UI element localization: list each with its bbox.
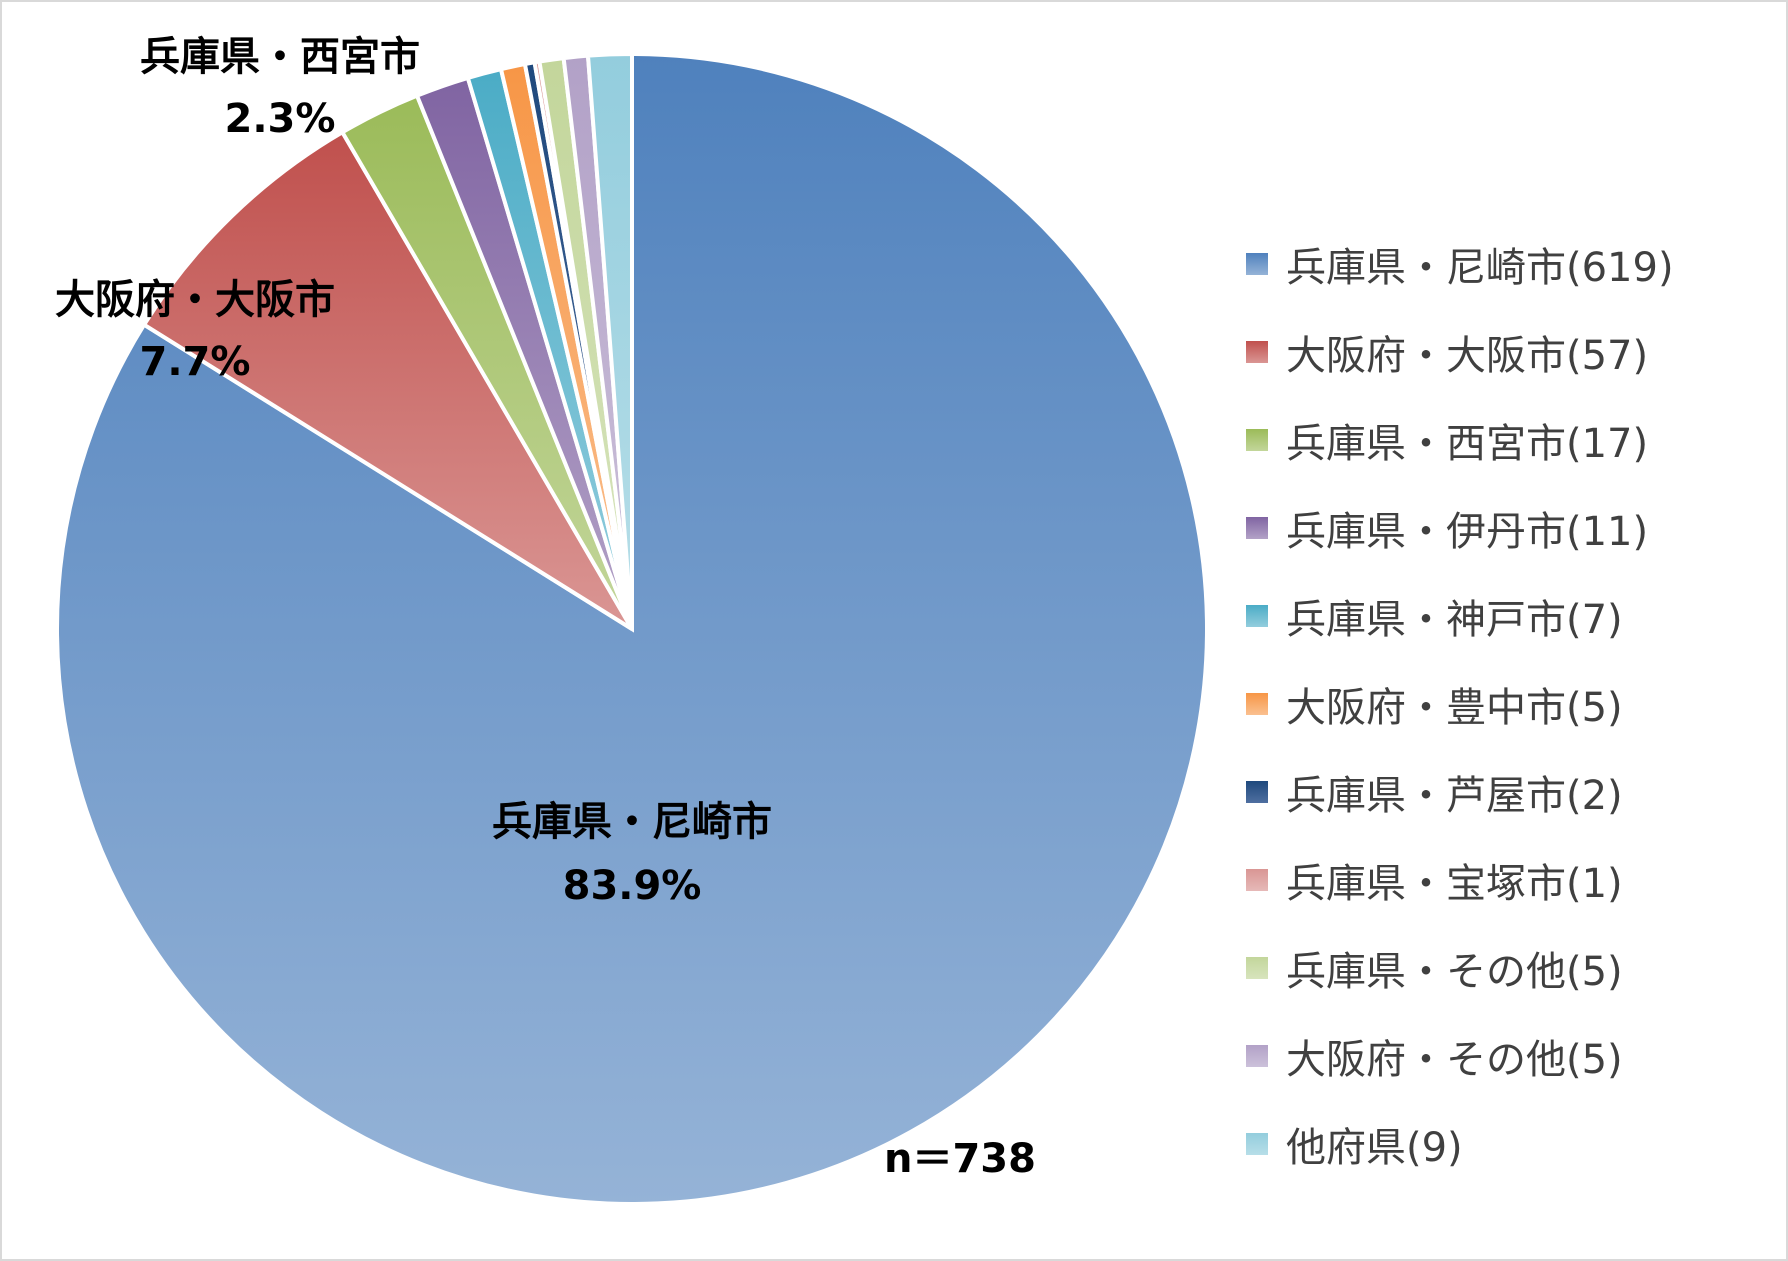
slice-label-name-0: 兵庫県・尼崎市 (492, 799, 772, 845)
legend-label: 大阪府・その他(5) (1286, 1037, 1623, 1083)
legend-label: 大阪府・豊中市(5) (1286, 685, 1623, 731)
legend-swatch (1246, 869, 1268, 891)
slice-label-percent-1: 7.7% (140, 339, 251, 385)
sample-size-label: n＝738 (884, 1136, 1036, 1182)
legend-label: 兵庫県・その他(5) (1286, 949, 1623, 995)
pie-slices (55, 51, 1209, 1206)
legend-swatch (1246, 693, 1268, 715)
legend-item: 大阪府・その他(5) (1246, 1012, 1674, 1100)
slice-label-percent-0: 83.9% (563, 863, 702, 909)
pie-slice-0[interactable] (55, 51, 1209, 1206)
legend-item: 大阪府・豊中市(5) (1246, 660, 1674, 748)
legend-swatch (1246, 1045, 1268, 1067)
slice-label-percent-2: 2.3% (225, 96, 336, 142)
legend-item: 兵庫県・尼崎市(619) (1246, 220, 1674, 308)
legend-swatch (1246, 429, 1268, 451)
legend-swatch (1246, 341, 1268, 363)
legend-item: 兵庫県・宝塚市(1) (1246, 836, 1674, 924)
slice-labels: 兵庫県・尼崎市 83.9% 大阪府・大阪市 7.7% 兵庫県・西宮市 2.3% (55, 34, 772, 909)
legend-item: 兵庫県・伊丹市(11) (1246, 484, 1674, 572)
legend-label: 兵庫県・芦屋市(2) (1286, 773, 1623, 819)
legend-swatch (1246, 605, 1268, 627)
legend-label: 大阪府・大阪市(57) (1286, 333, 1649, 379)
legend-item: 兵庫県・西宮市(17) (1246, 396, 1674, 484)
legend: 兵庫県・尼崎市(619) 大阪府・大阪市(57) 兵庫県・西宮市(17) 兵庫県・伊丹… (1246, 220, 1674, 1188)
legend-item: 兵庫県・その他(5) (1246, 924, 1674, 1012)
slice-label-name-1: 大阪府・大阪市 (55, 277, 335, 323)
legend-swatch (1246, 253, 1268, 275)
legend-label: 兵庫県・尼崎市(619) (1286, 245, 1674, 291)
legend-item: 兵庫県・神戸市(7) (1246, 572, 1674, 660)
legend-swatch (1246, 957, 1268, 979)
legend-swatch (1246, 517, 1268, 539)
legend-item: 大阪府・大阪市(57) (1246, 308, 1674, 396)
legend-label: 兵庫県・神戸市(7) (1286, 597, 1623, 643)
legend-label: 兵庫県・西宮市(17) (1286, 421, 1649, 467)
legend-label: 他府県(9) (1286, 1125, 1463, 1171)
legend-label: 兵庫県・伊丹市(11) (1286, 509, 1649, 555)
legend-item: 兵庫県・芦屋市(2) (1246, 748, 1674, 836)
legend-swatch (1246, 781, 1268, 803)
legend-item: 他府県(9) (1246, 1100, 1674, 1188)
legend-label: 兵庫県・宝塚市(1) (1286, 861, 1623, 907)
pie-slice-10[interactable] (585, 51, 634, 630)
legend-swatch (1246, 1133, 1268, 1155)
pie-slice-1[interactable] (141, 129, 634, 631)
slice-label-name-2: 兵庫県・西宮市 (140, 34, 420, 80)
